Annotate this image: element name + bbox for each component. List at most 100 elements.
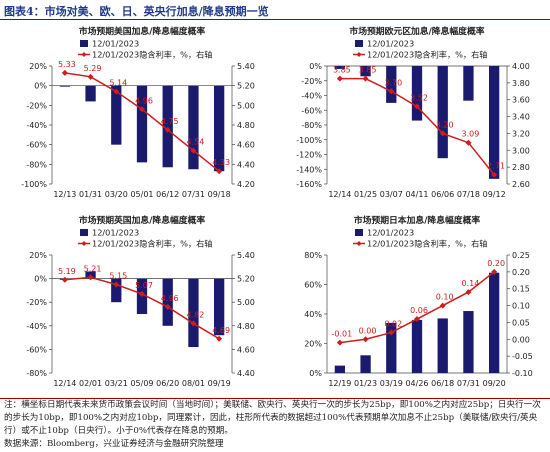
y-left-tick-label: -20% xyxy=(26,298,47,307)
legend-line-marker xyxy=(356,52,362,57)
rate-data-label: 4.96 xyxy=(135,96,153,105)
rate-data-label: 5.19 xyxy=(58,267,76,276)
rate-data-label: 3.09 xyxy=(462,130,480,139)
y-right-tick-label: -0.05 xyxy=(512,352,533,361)
rate-data-label: -0.01 xyxy=(332,330,353,339)
rate-data-label: 3.52 xyxy=(410,93,428,102)
x-tick-label: 05/09 xyxy=(130,379,153,388)
y-left-tick-label: -80% xyxy=(26,369,47,378)
rate-data-label: 5.15 xyxy=(109,272,127,281)
rate-data-label: 4.54 xyxy=(187,138,205,147)
y-left-tick-label: -100% xyxy=(296,136,322,145)
bar xyxy=(162,85,173,168)
rate-point xyxy=(216,335,223,342)
x-tick-label: 05/01 xyxy=(130,190,153,199)
bar xyxy=(111,85,122,145)
bar xyxy=(386,322,397,373)
rate-point xyxy=(139,290,145,297)
x-tick-label: 09/18 xyxy=(208,190,231,199)
rate-point xyxy=(414,316,420,323)
rate-point xyxy=(491,268,498,275)
rate-data-label: 5.29 xyxy=(84,64,102,73)
y-left-tick-label: -40% xyxy=(301,92,322,101)
bar xyxy=(111,278,122,303)
rate-data-label: 5.07 xyxy=(135,281,153,290)
chart-title: 市场预期日本加息/降息幅度概率 xyxy=(354,214,481,226)
legend-bar-swatch xyxy=(80,40,88,47)
x-tick-label: 06/20 xyxy=(156,379,179,388)
rate-data-label: 4.69 xyxy=(212,326,230,335)
bar xyxy=(463,66,474,101)
bar xyxy=(360,355,371,373)
bar xyxy=(463,311,474,373)
y-right-tick-label: 3.60 xyxy=(512,96,530,105)
bar xyxy=(411,66,423,121)
rate-data-label: 0.10 xyxy=(436,293,454,302)
rate-point xyxy=(414,103,420,110)
chart-title: 市场预期欧元区加息/降息幅度概率 xyxy=(349,25,484,37)
y-left-tick-label: 0% xyxy=(309,62,322,71)
chart-eurozone: 市场预期欧元区加息/降息幅度概率 12/01/2023 12/01/2023隐含利率… xyxy=(275,21,550,208)
x-tick-label: 03/20 xyxy=(105,190,128,199)
legend-line-marker xyxy=(81,52,87,57)
y-right-tick-label: 4.60 xyxy=(237,345,255,354)
y-left-tick-label: 0% xyxy=(34,82,47,91)
chart-japan: 市场预期日本加息/降息幅度概率 12/01/2023 12/01/2023隐含利率，… xyxy=(275,210,550,397)
y-left-tick-label: -100% xyxy=(21,180,47,189)
y-left-tick-label: -60% xyxy=(301,106,322,115)
x-tick-label: 09/19 xyxy=(208,379,231,388)
y-left-tick-label: 20% xyxy=(29,62,47,71)
y-right-tick-label: 5.00 xyxy=(237,101,255,110)
x-tick-label: 09/20 xyxy=(483,379,506,388)
bar xyxy=(136,85,148,163)
title-rule xyxy=(0,19,550,20)
legend-bar-swatch xyxy=(80,229,88,236)
y-right-tick-label: 0.05 xyxy=(512,318,530,327)
y-right-tick-label: 3.20 xyxy=(512,129,530,138)
rate-point xyxy=(336,75,343,82)
y-left-tick-label: 40% xyxy=(304,310,322,319)
x-tick-label: 01/23 xyxy=(354,379,377,388)
legend-bar-label: 12/01/2023 xyxy=(92,228,139,238)
y-right-tick-label: 5.40 xyxy=(237,62,255,71)
rate-point xyxy=(190,320,197,327)
rate-data-label: 3.70 xyxy=(384,78,402,87)
rate-point xyxy=(61,69,68,76)
y-right-tick-label: 5.20 xyxy=(237,82,255,91)
rate-point xyxy=(465,289,472,296)
y-left-tick-label: 80% xyxy=(304,251,322,260)
y-right-tick-label: 3.00 xyxy=(512,146,530,155)
bar xyxy=(437,318,448,373)
x-tick-label: 04/26 xyxy=(405,379,428,388)
x-tick-label: 01/31 xyxy=(79,190,102,199)
rate-data-label: 5.21 xyxy=(84,264,102,273)
legend-line-marker xyxy=(356,241,362,246)
rate-data-label: 4.33 xyxy=(212,158,230,167)
y-right-tick-label: 0.20 xyxy=(512,268,530,277)
y-right-tick-label: 4.00 xyxy=(512,62,530,71)
rate-point xyxy=(216,168,223,175)
x-tick-label: 03/21 xyxy=(105,379,128,388)
x-tick-label: 12/19 xyxy=(328,379,351,388)
rate-data-label: 0.06 xyxy=(410,306,428,315)
y-left-tick-label: 0% xyxy=(34,275,47,284)
rate-point xyxy=(336,339,343,346)
chart-svg: 市场预期日本加息/降息幅度概率 12/01/202312/01/2023隐含利率，… xyxy=(304,214,533,388)
bar xyxy=(188,278,199,348)
legend-line-label: 12/01/2023隐含利率，%，右轴 xyxy=(367,50,487,60)
y-right-tick-label: 2.80 xyxy=(512,163,530,172)
x-tick-label: 09/12 xyxy=(483,190,506,199)
legend-bar-label: 12/01/2023 xyxy=(367,39,414,49)
y-left-tick-label: -20% xyxy=(26,101,47,110)
bar xyxy=(214,85,225,172)
y-left-tick-label: 20% xyxy=(304,340,322,349)
bar xyxy=(489,272,500,373)
y-right-tick-label: 5.20 xyxy=(237,275,255,284)
rate-data-label: 4.75 xyxy=(161,117,179,126)
y-left-tick-label: 60% xyxy=(304,281,322,290)
bar xyxy=(334,365,345,373)
rate-data-label: 5.14 xyxy=(109,79,127,88)
x-tick-label: 12/13 xyxy=(53,190,76,199)
